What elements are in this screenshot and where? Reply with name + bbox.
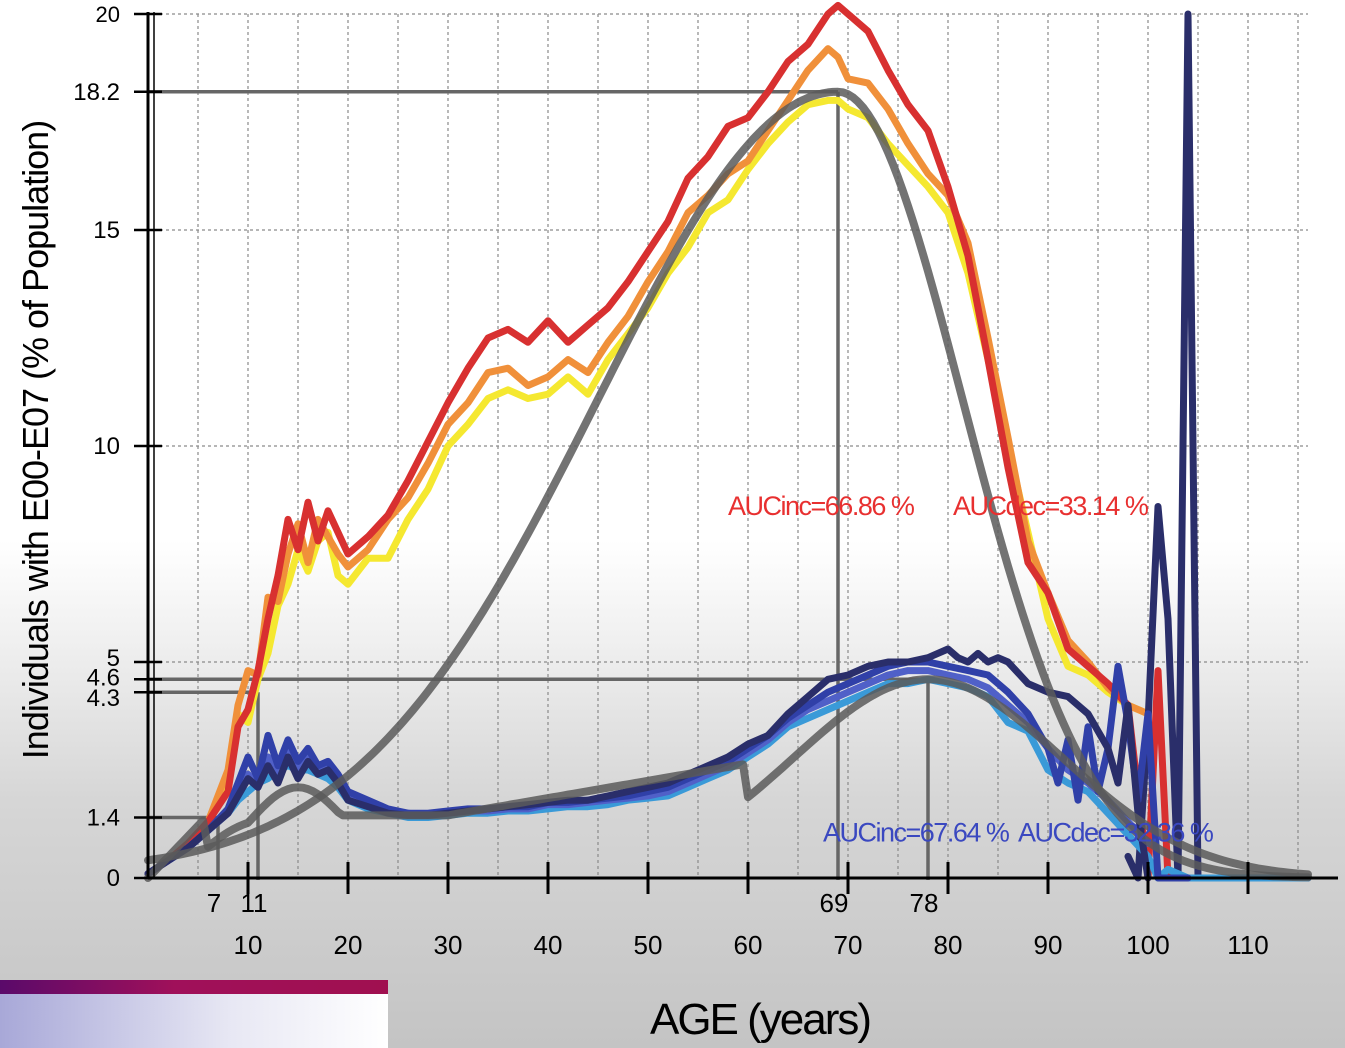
x-tick-label: 100 <box>1126 930 1169 960</box>
series-line-upper-2 <box>144 1 1182 882</box>
series-line-upper-0 <box>144 96 1152 878</box>
x-tick-label: 60 <box>734 930 763 960</box>
x-tick-label: 80 <box>934 930 963 960</box>
marker-label: 11 <box>241 888 268 918</box>
annotations: AUCinc=66.86 % AUCdec=33.14 % AUCinc=67.64… <box>728 491 1215 847</box>
x-tick-label: 110 <box>1227 930 1268 960</box>
fit-curves <box>144 87 1312 882</box>
x-tick-label: 40 <box>534 930 563 960</box>
y-tick-label: 4.6 <box>87 664 120 691</box>
marker-label: 78 <box>910 888 939 918</box>
y-tick-label: 1.4 <box>87 805 120 832</box>
auc-annotation: AUCdec=32.36 % <box>1018 817 1214 847</box>
y-tick-label: 20 <box>96 2 120 27</box>
y-tick-label: 5 <box>107 645 120 672</box>
x-tick-label: 90 <box>1034 930 1063 960</box>
slide-accent-panel <box>0 994 388 1048</box>
series-line-lower-6 <box>144 658 1192 882</box>
auc-annotation: AUCdec=33.14 % <box>953 491 1149 521</box>
x-tick-label: 10 <box>234 930 263 960</box>
series-lower-group <box>144 645 1312 882</box>
auc-annotation: AUCinc=67.64 % <box>823 817 1010 847</box>
x-tick-label: 70 <box>834 930 863 960</box>
marker-label: 7 <box>207 888 221 918</box>
y-axis-label: Individuals with E00-E07 (% of Populatio… <box>15 120 56 760</box>
y-tick-label: 0 <box>107 865 120 892</box>
x-tick-label: 30 <box>434 930 463 960</box>
auc-annotation: AUCinc=66.86 % <box>728 491 915 521</box>
marker-label: 69 <box>820 888 849 918</box>
slide-accent-bar <box>0 980 388 994</box>
guide-lines <box>148 90 930 880</box>
fit-curve-lower <box>144 675 1312 882</box>
y-tick-label: 15 <box>93 217 120 244</box>
x-axis-label: AGE (years) <box>649 995 872 1044</box>
axes <box>134 12 1338 894</box>
series-line-lower-7 <box>144 645 1152 882</box>
tick-labels: 10 20 30 40 50 60 70 80 90 100 110 0 1.4 4.34.65 10 15 1… <box>73 2 1268 960</box>
fit-curve-upper <box>144 87 1312 882</box>
y-tick-label: 10 <box>93 433 120 460</box>
y-tick-label: 18.2 <box>73 79 120 106</box>
y-tick-label: 4.3 <box>87 685 120 712</box>
x-tick-label: 20 <box>334 930 363 960</box>
x-tick-label: 50 <box>634 930 663 960</box>
